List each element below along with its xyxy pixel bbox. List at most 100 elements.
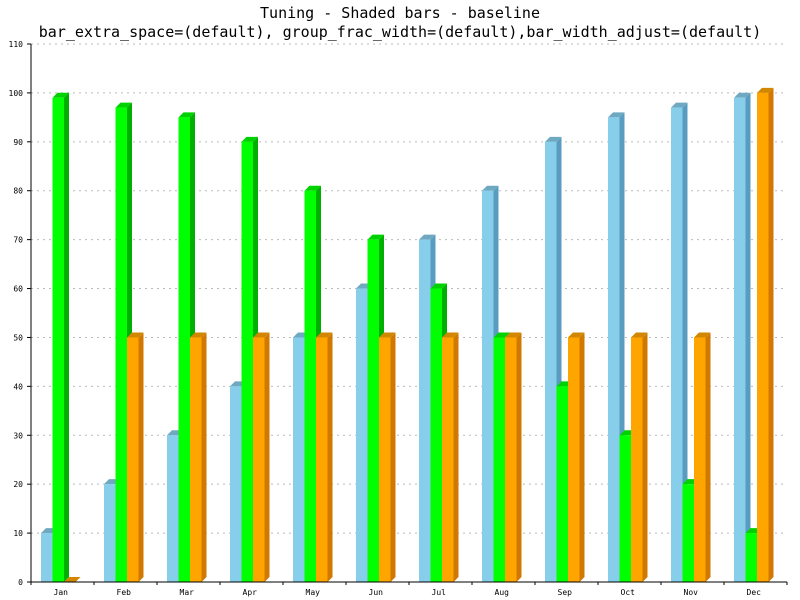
bar-feb-s2-top [115, 102, 132, 108]
bar-may-s2 [304, 190, 316, 582]
y-tick-label-7: 70 [13, 236, 23, 245]
bars [41, 87, 774, 583]
bar-nov-s3 [694, 337, 706, 582]
bar-dec-s1-top [734, 92, 751, 98]
bar-nov-s2 [682, 484, 694, 582]
y-tick-label-2: 20 [13, 480, 23, 489]
bar-jan-s1 [41, 533, 53, 582]
bar-oct-s1-top [608, 112, 625, 118]
bar-jun-s2 [367, 239, 379, 583]
y-tick-label-6: 60 [13, 285, 23, 294]
bar-apr-s2 [241, 141, 253, 582]
bar-mar-s3-side [201, 332, 207, 582]
y-tick-label-10: 100 [9, 89, 24, 98]
bar-oct-s3-side [642, 332, 648, 582]
bar-jul-s3-top [442, 332, 459, 338]
bar-feb-s3-top [127, 332, 144, 338]
bar-dec-s1-side [745, 92, 751, 583]
bar-may-s1 [293, 337, 305, 582]
y-tick-label-1: 10 [13, 529, 23, 538]
x-tick-label-oct: Oct [621, 588, 636, 597]
y-tick-label-8: 80 [13, 187, 23, 196]
bar-jun-s3-top [379, 332, 396, 338]
x-tick-label-apr: Apr [243, 588, 258, 597]
bar-jan-s2-top [52, 92, 69, 98]
bar-may-s2-top [304, 185, 321, 191]
bar-jul-s2-top [430, 283, 447, 289]
bar-oct-s3-top [631, 332, 648, 338]
bar-aug-s2-top [493, 332, 510, 338]
bar-jun-s2-top [367, 234, 384, 240]
y-tick-label-9: 90 [13, 138, 23, 147]
bar-apr-s3-top [253, 332, 270, 338]
bar-nov-s1-side [682, 102, 688, 582]
bar-nov-s3-side [705, 332, 711, 582]
bar-jan-s2-side [64, 92, 69, 583]
bar-jul-s1 [419, 239, 431, 583]
x-tick-label-aug: Aug [495, 588, 510, 597]
bar-jun-s3 [379, 337, 391, 582]
x-tick-label-may: May [306, 588, 321, 597]
y-tick-label-11: 110 [9, 40, 24, 49]
y-tick-label-0: 0 [18, 578, 23, 587]
x-tick-label-jan: Jan [54, 588, 69, 597]
chart-title: Tuning - Shaded bars - baseline [260, 4, 540, 22]
x-tick-label-sep: Sep [558, 588, 573, 597]
y-tick-label-5: 50 [13, 333, 23, 342]
bar-dec-s1 [734, 97, 746, 583]
bar-mar-s3 [190, 337, 202, 582]
y-tick-label-4: 40 [13, 382, 23, 391]
bar-may-s3-side [327, 332, 333, 582]
bar-mar-s2 [178, 117, 190, 582]
bar-sep-s3-side [579, 332, 585, 582]
bar-aug-s1-top [482, 185, 499, 191]
bar-oct-s2 [619, 435, 631, 582]
x-tick-label-jul: Jul [432, 588, 447, 597]
x-tick-label-mar: Mar [180, 588, 195, 597]
bar-feb-s2 [115, 107, 127, 582]
bar-jul-s3-side [453, 332, 459, 582]
bar-jan-s2 [52, 97, 64, 583]
bar-mar-s2-top [178, 112, 195, 118]
bar-sep-s1 [545, 141, 557, 582]
bar-dec-s2 [745, 533, 757, 582]
bar-feb-s3-side [138, 332, 144, 582]
bar-nov-s1 [671, 107, 683, 582]
bar-apr-s3-side [264, 332, 270, 582]
x-tick-label-jun: Jun [369, 588, 384, 597]
bar-apr-s1 [230, 386, 242, 582]
bar-mar-s3-top [190, 332, 207, 338]
bar-jul-s1-top [419, 234, 436, 240]
bar-sep-s2 [556, 386, 568, 582]
x-tick-label-feb: Feb [117, 588, 132, 597]
bar-dec-s3-top [757, 87, 774, 93]
bar-nov-s1-top [671, 102, 688, 108]
bar-may-s3 [316, 337, 328, 582]
grid-lines [31, 43, 787, 534]
bar-dec-s3-side [768, 87, 774, 582]
bar-aug-s3 [505, 337, 517, 582]
bar-jul-s2 [430, 288, 442, 582]
tick-labels: 0 10 20 30 40 50 60 70 80 90 100 110 Jan Feb Mar Apr May… [9, 40, 762, 597]
bar-nov-s3-top [694, 332, 711, 338]
bar-oct-s3 [631, 337, 643, 582]
bar-sep-s3 [568, 337, 580, 582]
bar-apr-s3 [253, 337, 265, 582]
x-tick-label-dec: Dec [747, 588, 762, 597]
bar-jun-s3-side [390, 332, 396, 582]
bar-aug-s3-top [505, 332, 522, 338]
chart-subtitle: bar_extra_space=(default), group_frac_wi… [39, 23, 761, 41]
y-tick-label-3: 30 [13, 431, 23, 440]
bar-may-s3-top [316, 332, 333, 338]
x-tick-label-nov: Nov [684, 588, 699, 597]
bar-jan-s3-top [64, 577, 81, 582]
axes [27, 43, 788, 585]
bar-jun-s1 [356, 288, 368, 582]
bar-mar-s1 [167, 435, 179, 582]
bar-dec-s3 [757, 92, 769, 582]
bar-sep-s3-top [568, 332, 585, 338]
bar-aug-s1 [482, 190, 494, 582]
bar-aug-s2 [493, 337, 505, 582]
bar-jul-s3 [442, 337, 454, 582]
